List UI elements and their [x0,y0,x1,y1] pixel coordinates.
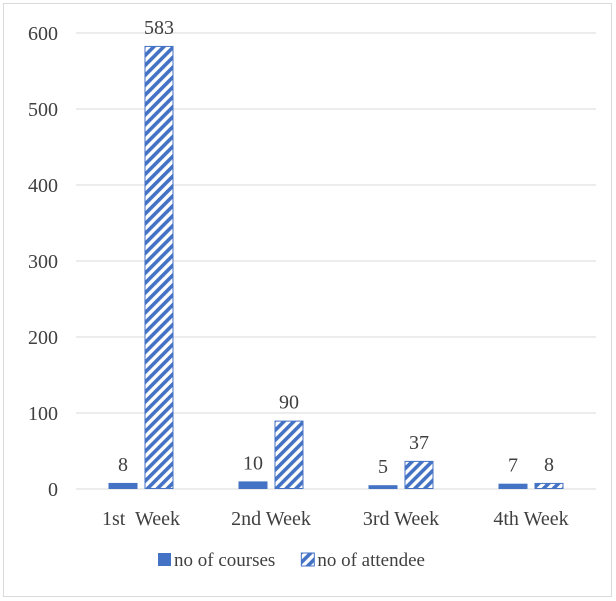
x-category-label: 1st Week [102,508,180,530]
data-label: 5 [378,456,388,478]
bar-courses [368,485,398,489]
bar-attendee [144,45,174,489]
data-label: 37 [409,432,429,454]
legend-swatch-attendee [300,552,315,567]
bar-attendee [534,482,564,490]
y-tick-label: 400 [28,175,58,197]
bar-courses [498,483,528,489]
x-category-label: 2nd Week [231,508,311,530]
data-label: 10 [243,452,263,474]
data-label: 7 [508,455,518,477]
bars [108,45,564,490]
data-label: 90 [279,392,299,414]
data-label: 583 [144,17,174,39]
bar-courses [238,481,268,489]
data-label: 8 [118,454,128,476]
bar-attendee [404,460,434,490]
data-label: 8 [544,454,554,476]
bar-attendee [274,420,304,490]
y-tick-label: 500 [28,99,58,121]
x-category-label: 3rd Week [363,508,439,530]
data-labels: 8 583 10 90 5 37 7 8 [118,17,554,478]
y-tick-label: 0 [48,479,58,501]
x-category-label: 4th Week [493,508,568,530]
x-axis: 1st Week 2nd Week 3rd Week 4th Week [102,508,569,530]
y-tick-label: 600 [28,23,58,45]
chart-frame [3,3,612,597]
bar-courses [108,482,138,489]
legend-label: no of attendee [317,550,425,571]
y-tick-label: 200 [28,327,58,349]
legend-swatch-courses [158,553,171,566]
y-axis: 0 100 200 300 400 500 600 [28,23,58,501]
y-tick-label: 300 [28,251,58,273]
legend-label: no of courses [174,550,275,571]
y-tick-label: 100 [28,403,58,425]
legend: no of courses no of attendee [158,550,425,571]
